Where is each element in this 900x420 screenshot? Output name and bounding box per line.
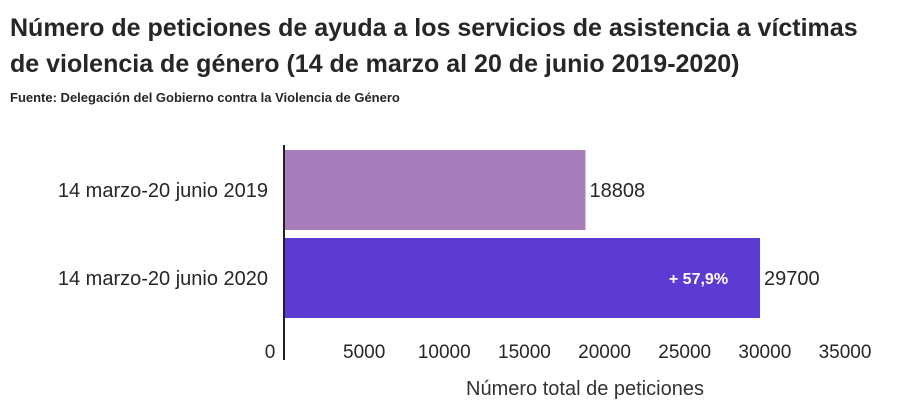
x-tick-label: 15000 [498, 342, 551, 363]
x-tick-label: 20000 [578, 342, 631, 363]
x-tick-label: 25000 [658, 342, 711, 363]
x-tick-label: 35000 [819, 342, 872, 363]
x-tick-label: 5000 [343, 342, 385, 363]
chart-source: Fuente: Delegación del Gobierno contra l… [10, 90, 400, 105]
bar [284, 238, 761, 318]
x-axis-title: Número total de peticiones [466, 378, 704, 400]
x-tick-label: 10000 [418, 342, 471, 363]
x-tick-label: 30000 [738, 342, 791, 363]
change-annotation: + 57,9% [669, 271, 728, 288]
category-label: 14 marzo-20 junio 2019 [58, 180, 268, 202]
chart-title: Número de peticiones de ayuda a los serv… [10, 14, 858, 78]
category-label: 14 marzo-20 junio 2020 [58, 268, 268, 290]
value-label: 18808 [589, 180, 645, 202]
value-label: 29700 [764, 268, 820, 290]
x-tick-label: 0 [265, 342, 276, 363]
bar [284, 150, 586, 230]
